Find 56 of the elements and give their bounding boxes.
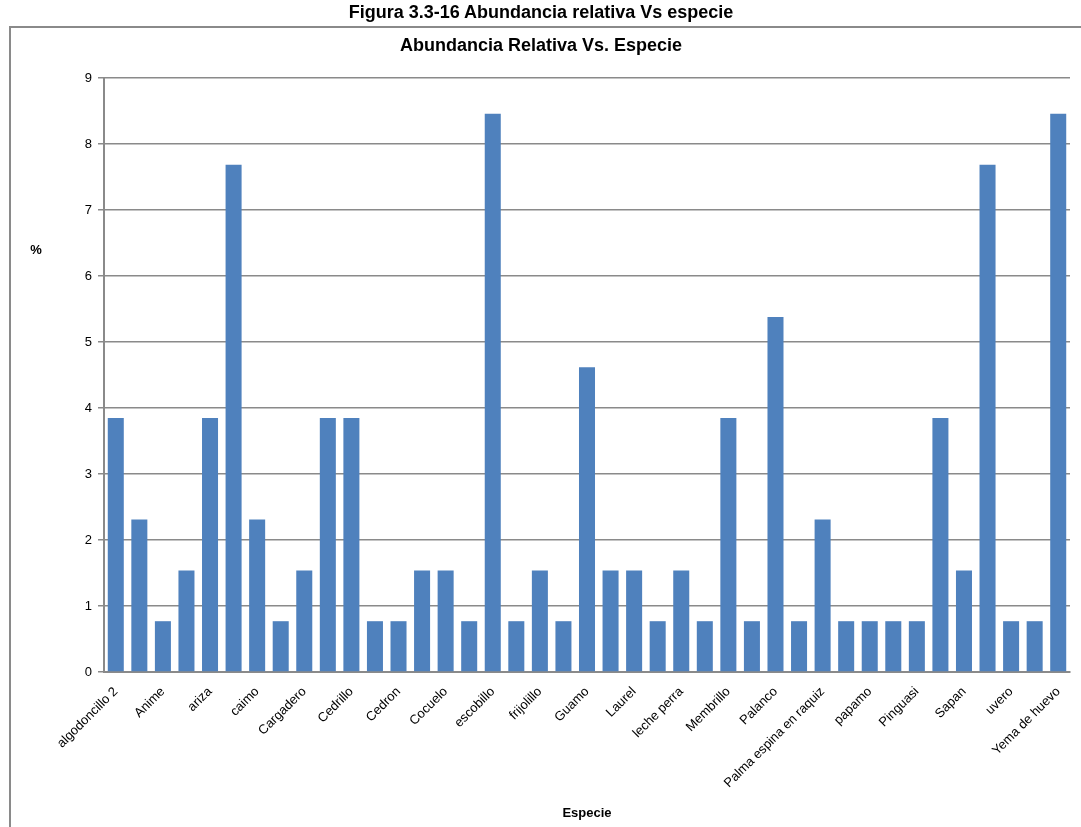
- y-tick-label: 0: [84, 663, 92, 679]
- bar: [932, 417, 949, 672]
- bar: [437, 570, 454, 672]
- y-tick-label: 6: [84, 267, 92, 283]
- bar: [720, 417, 737, 672]
- bar: [131, 519, 148, 672]
- x-axis-title: Especie: [562, 804, 612, 820]
- bar: [296, 570, 313, 672]
- y-tick-label: 3: [84, 465, 92, 481]
- bar: [414, 570, 431, 672]
- bar: [979, 164, 996, 672]
- bar: [225, 164, 242, 672]
- y-tick-label: 5: [84, 333, 92, 349]
- x-tick-label: ariza: [184, 683, 216, 715]
- y-axis-title: %: [30, 241, 43, 257]
- y-tick-label: 2: [84, 531, 92, 547]
- y-tick-label: 7: [84, 201, 92, 217]
- y-tick-label: 1: [84, 597, 92, 613]
- bar: [649, 621, 666, 672]
- bar: [178, 570, 195, 672]
- y-tick-label: 9: [84, 69, 92, 85]
- bar: [366, 621, 383, 672]
- bar: [343, 417, 360, 672]
- bar: [107, 417, 124, 672]
- bar: [602, 570, 619, 672]
- bar: [955, 570, 972, 672]
- bar: [767, 317, 784, 672]
- bar: [578, 367, 596, 672]
- bar: [461, 621, 478, 672]
- bar: [508, 621, 525, 672]
- y-tick-label: 4: [84, 399, 92, 415]
- bar: [319, 417, 336, 672]
- bar: [390, 621, 407, 672]
- bar: [1003, 621, 1020, 672]
- chart-subtitle: Abundancia Relativa Vs. Especie: [399, 35, 683, 56]
- bar: [154, 621, 171, 672]
- bar: [814, 519, 831, 672]
- bar: [673, 570, 690, 672]
- bar: [861, 621, 878, 672]
- bar: [555, 621, 572, 672]
- bar: [838, 621, 855, 672]
- bar: [696, 621, 713, 672]
- bar: [908, 621, 925, 672]
- y-tick-label: 8: [84, 135, 92, 151]
- bar: [791, 621, 808, 672]
- bar: [531, 570, 548, 672]
- bar: [272, 621, 289, 672]
- bar: [249, 519, 266, 672]
- bar: [484, 113, 501, 672]
- bar: [626, 570, 643, 672]
- bar: [743, 621, 760, 672]
- bar: [885, 621, 902, 672]
- bar: [1026, 621, 1043, 672]
- bar: [202, 417, 219, 672]
- bar: [1050, 113, 1067, 672]
- chart-title: Figura 3.3-16 Abundancia relativa Vs especie: [348, 1, 734, 22]
